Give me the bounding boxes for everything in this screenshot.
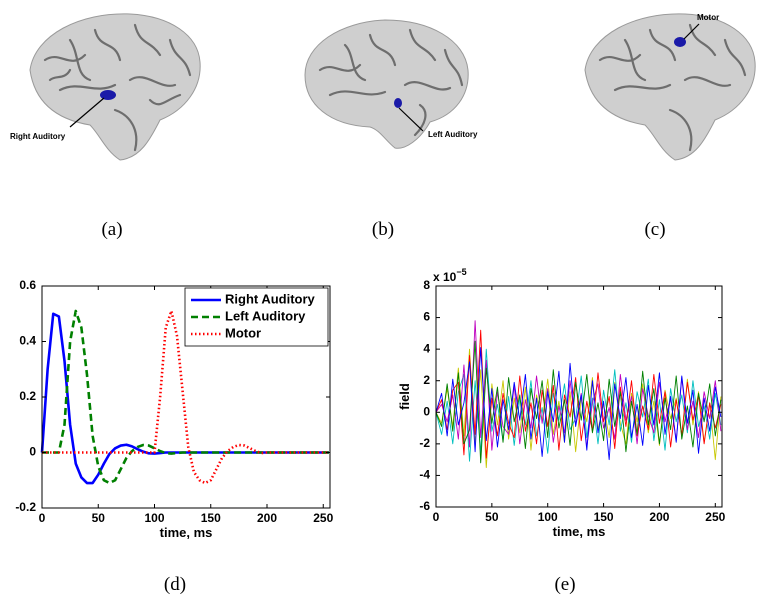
x-tick-label: 200	[649, 510, 669, 524]
y-tick-label: 0	[423, 404, 430, 418]
multiplier-exponent: −5	[456, 267, 466, 277]
y-tick-label: -4	[419, 468, 430, 482]
x-tick-label: 150	[594, 510, 614, 524]
y-tick-label: -6	[419, 499, 430, 513]
annotation: Motor	[697, 13, 719, 22]
caption: (d)	[164, 574, 186, 595]
axis-multiplier: x 10−5	[433, 267, 467, 284]
y-tick-label: 0.4	[19, 334, 36, 348]
caption: (e)	[554, 574, 575, 595]
x-tick-label: 150	[201, 511, 221, 525]
y-axis-label: field	[397, 383, 412, 410]
brain-image	[584, 13, 756, 161]
legend-label: Right Auditory	[225, 291, 316, 306]
x-tick-label: 200	[257, 511, 277, 525]
y-tick-label: 0.6	[19, 278, 36, 292]
y-tick-label: 0.2	[19, 389, 36, 403]
y-tick-label: -0.2	[15, 500, 36, 514]
x-tick-label: 50	[92, 511, 106, 525]
x-axis-label: time, ms	[553, 524, 606, 539]
y-tick-label: 6	[423, 310, 430, 324]
x-axis-label: time, ms	[160, 525, 213, 540]
legend-label: Left Auditory	[225, 308, 306, 323]
x-tick-label: 250	[705, 510, 725, 524]
axes-frame	[435, 285, 723, 508]
annotation: Right Auditory	[10, 132, 66, 141]
data-line	[435, 347, 722, 461]
data-line	[435, 340, 722, 464]
caption: (b)	[372, 219, 394, 240]
annotation: Left Auditory	[428, 130, 478, 139]
x-tick-label: 100	[144, 511, 164, 525]
data-line	[42, 309, 329, 485]
caption: (a)	[101, 219, 122, 240]
y-tick-label: -2	[419, 436, 430, 450]
brain-image	[29, 13, 201, 161]
legend-label: Motor	[225, 325, 261, 340]
x-tick-label: 50	[485, 510, 499, 524]
caption: (c)	[644, 219, 665, 240]
brain-image	[304, 19, 469, 149]
data-line	[42, 309, 329, 485]
x-tick-label: 0	[433, 510, 440, 524]
y-tick-label: 4	[423, 341, 430, 355]
y-tick-label: 2	[423, 373, 430, 387]
x-tick-label: 0	[39, 511, 46, 525]
y-tick-label: 8	[423, 278, 430, 292]
x-tick-label: 250	[313, 511, 333, 525]
y-tick-label: 0	[29, 445, 36, 459]
multiplier-base: x 10	[433, 270, 457, 284]
x-tick-label: 100	[538, 510, 558, 524]
